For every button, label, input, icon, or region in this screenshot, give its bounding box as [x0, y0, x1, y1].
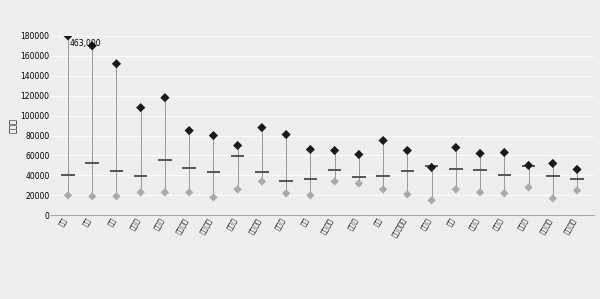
Point [475, 151, 485, 156]
Point [354, 152, 364, 157]
Point [524, 185, 533, 190]
Point [257, 125, 266, 130]
Point [403, 192, 412, 197]
Point [257, 179, 266, 184]
Point [572, 167, 582, 172]
Point [209, 195, 218, 200]
Point [403, 148, 412, 153]
Point [63, 33, 73, 38]
Point [500, 191, 509, 196]
Point [330, 179, 340, 184]
Point [572, 188, 582, 193]
Point [88, 43, 97, 48]
Point [305, 147, 315, 152]
Point [281, 191, 291, 196]
Point [379, 187, 388, 192]
Point [451, 187, 461, 192]
Point [184, 128, 194, 133]
Point [160, 190, 170, 195]
Point [209, 133, 218, 138]
Text: 463,000: 463,000 [69, 39, 101, 48]
Y-axis label: 미달러: 미달러 [9, 118, 18, 133]
Point [354, 181, 364, 186]
Point [88, 194, 97, 199]
Point [475, 190, 485, 195]
Point [548, 161, 557, 166]
Point [281, 132, 291, 137]
Point [379, 138, 388, 143]
Point [500, 150, 509, 155]
Point [330, 148, 340, 153]
Point [63, 193, 73, 198]
Point [427, 198, 436, 203]
Point [233, 143, 242, 148]
Point [524, 163, 533, 168]
Point [548, 196, 557, 201]
Point [233, 187, 242, 192]
Point [112, 61, 121, 66]
Point [427, 165, 436, 170]
Point [305, 193, 315, 198]
Point [112, 194, 121, 199]
Point [451, 145, 461, 150]
Point [160, 95, 170, 100]
Point [136, 105, 145, 110]
Point [136, 190, 145, 195]
Point [184, 190, 194, 195]
